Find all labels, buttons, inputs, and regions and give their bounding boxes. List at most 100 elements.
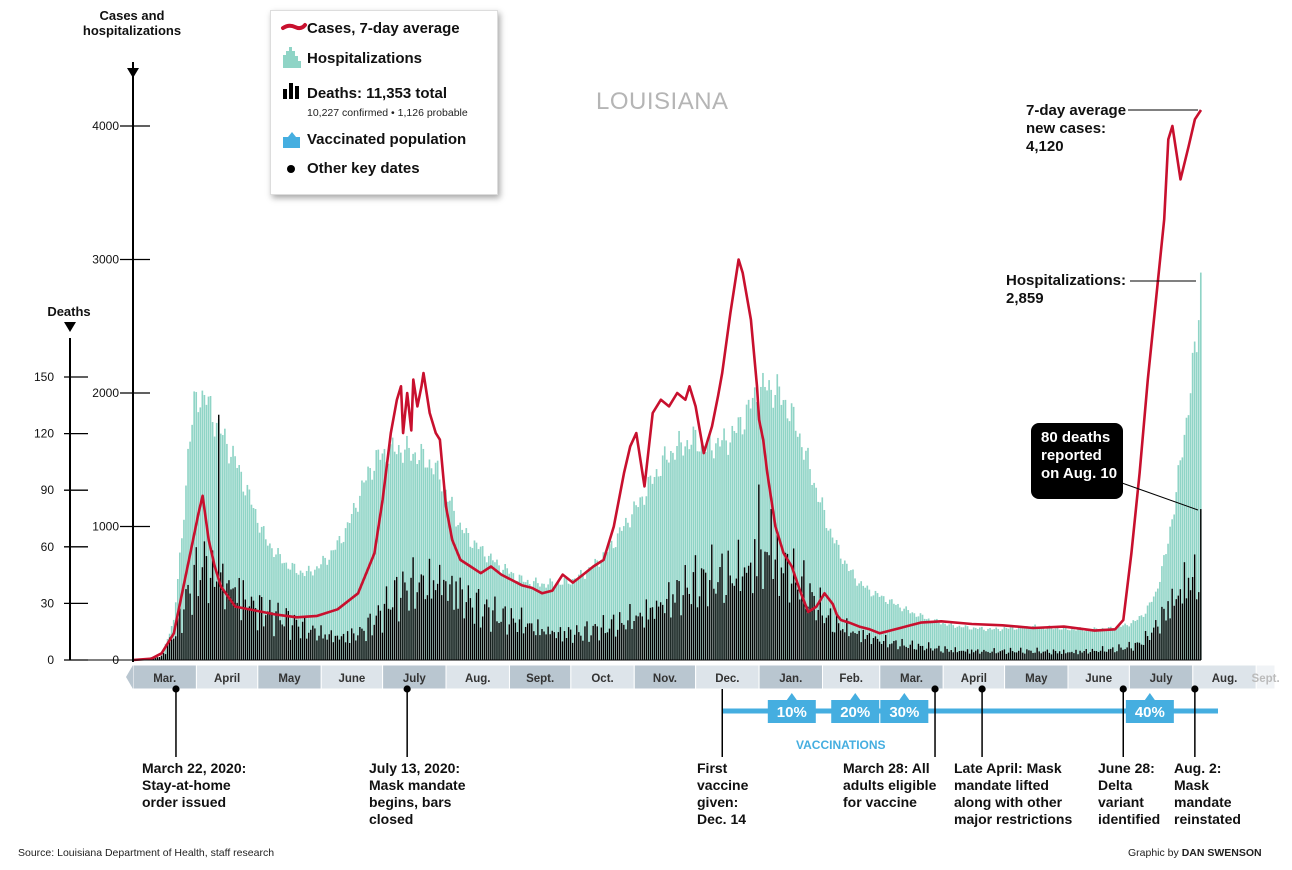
death-bar xyxy=(831,631,834,660)
event-dot-icon xyxy=(931,685,939,693)
hospitalization-bar xyxy=(831,537,834,660)
hospitalization-bar xyxy=(532,581,535,660)
death-bar xyxy=(400,597,402,660)
hospitalization-bar xyxy=(809,469,811,660)
death-bar xyxy=(1120,647,1122,660)
vaccination-pct-label: 10% xyxy=(777,704,807,721)
death-bar xyxy=(919,645,922,660)
hospitalization-bar xyxy=(995,627,998,660)
hospitalization-bar xyxy=(968,629,971,660)
death-bar xyxy=(398,621,400,660)
death-bar xyxy=(1026,649,1028,660)
hospitalization-bar xyxy=(674,459,676,660)
death-bar xyxy=(596,626,598,660)
hospitalization-bar xyxy=(694,429,697,660)
hospitalization-bar xyxy=(817,501,820,660)
death-bar xyxy=(999,651,1001,660)
hospitalization-bar xyxy=(273,557,275,660)
hospitalization-bar xyxy=(815,487,817,660)
death-bar xyxy=(747,565,750,660)
hospitalization-bar xyxy=(790,403,793,660)
month-label: June xyxy=(338,673,365,685)
hospitalization-bar xyxy=(187,448,189,660)
legend-keys xyxy=(281,23,307,173)
hospitalization-bar xyxy=(604,551,607,660)
hospitalization-bar xyxy=(547,584,549,660)
hospitalization-bar xyxy=(1015,629,1018,660)
hospitalization-bar xyxy=(338,536,341,660)
hospitalization-bar xyxy=(1173,514,1176,660)
month-cell xyxy=(257,664,322,690)
hospitalization-bar xyxy=(1103,628,1106,660)
hospitalization-bar xyxy=(490,553,492,660)
vaccination-pct-label: 30% xyxy=(889,704,919,721)
death-bar xyxy=(260,597,263,660)
hospitalization-bar xyxy=(512,573,515,660)
hospitalization-bar xyxy=(608,544,611,660)
hospitalization-bar xyxy=(248,489,251,660)
death-bar xyxy=(1046,649,1049,660)
hospitalization-bar xyxy=(792,406,795,660)
death-bar xyxy=(698,596,701,660)
hospitalization-bar xyxy=(880,595,883,660)
death-bar xyxy=(797,589,799,660)
death-bar xyxy=(567,627,570,660)
death-bar xyxy=(555,638,558,660)
death-bar xyxy=(858,630,860,660)
death-bar xyxy=(735,578,738,660)
hospitalization-bar xyxy=(1021,627,1024,660)
hospitalization-bar xyxy=(723,428,725,660)
hospitalization-bar xyxy=(981,626,983,660)
death-bar xyxy=(680,615,682,660)
death-bar xyxy=(549,634,551,660)
hospitalization-bar xyxy=(262,526,265,660)
death-bar xyxy=(484,604,486,660)
hospitalization-bar xyxy=(1148,602,1151,660)
hospitalization-bar xyxy=(665,459,668,660)
hospitalization-bar xyxy=(271,548,273,660)
hospitalization-bar xyxy=(639,497,642,660)
hospitalization-bar xyxy=(807,447,809,660)
death-bar xyxy=(870,644,873,660)
key-date-icon xyxy=(287,165,295,173)
death-bar xyxy=(436,583,439,660)
death-bar xyxy=(1007,652,1010,660)
hospitalization-bar xyxy=(528,584,531,660)
hospitalization-bar xyxy=(373,470,376,660)
hospitalization-bar xyxy=(778,386,781,660)
death-bar xyxy=(226,583,228,660)
hospitalization-bar xyxy=(569,584,572,660)
month-label: June xyxy=(1085,673,1112,685)
death-bar xyxy=(837,623,840,660)
death-bar xyxy=(623,624,625,660)
death-bar xyxy=(803,560,805,660)
death-bar xyxy=(649,607,652,660)
death-bar xyxy=(655,600,658,660)
hospitalization-bar xyxy=(375,450,378,660)
hospitalization-bar xyxy=(387,463,390,660)
death-bar xyxy=(1173,605,1175,660)
hospitalization-bar xyxy=(246,484,249,660)
death-bar xyxy=(1077,654,1079,660)
death-bar xyxy=(966,649,969,660)
hospitalization-bar xyxy=(788,421,791,660)
hospitalization-bar xyxy=(610,540,613,660)
death-bar xyxy=(1054,650,1057,660)
death-axis-title: Deaths xyxy=(47,304,91,319)
hospitalization-bar xyxy=(647,476,650,660)
hospitalization-bar xyxy=(1079,627,1081,660)
month-label: May xyxy=(278,673,301,685)
death-bar xyxy=(983,649,985,660)
hospitalization-bar xyxy=(606,552,609,660)
death-bar xyxy=(275,611,277,660)
hospitalization-bar xyxy=(561,584,564,660)
month-cell xyxy=(942,664,1006,690)
vaccination-milestone xyxy=(880,693,929,723)
death-bar xyxy=(1142,644,1145,660)
death-bars xyxy=(138,414,1202,660)
death-bar xyxy=(336,635,339,660)
event-dot-icon xyxy=(1119,685,1127,693)
hospitalization-bar xyxy=(827,530,830,660)
death-bar xyxy=(303,615,306,660)
